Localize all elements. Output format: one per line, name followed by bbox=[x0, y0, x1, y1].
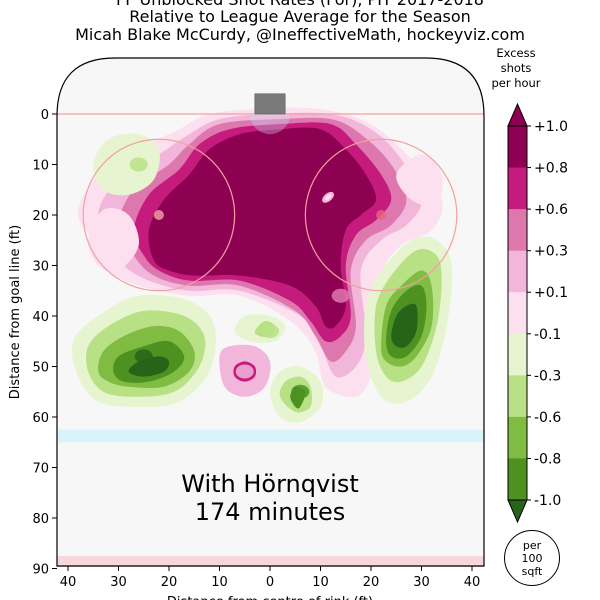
contour-region-4 bbox=[148, 127, 377, 329]
per-unit-line3: sqft bbox=[521, 564, 543, 578]
faceoff-circle-right bbox=[304, 138, 458, 292]
colorbar-tick-label-3: +0.3 bbox=[534, 244, 568, 260]
colorbar-tick-label-1: +0.8 bbox=[534, 161, 568, 177]
chart-subtitle: Relative to League Average for the Seaso… bbox=[129, 7, 471, 26]
y-tick-label-0: 0 bbox=[41, 108, 49, 123]
y-tick-label-5: 50 bbox=[32, 361, 49, 376]
colorbar-band-0 bbox=[508, 126, 527, 169]
colorbar-tick-label-9: -1.0 bbox=[534, 493, 561, 509]
colorbar-extend-bottom bbox=[507, 499, 528, 524]
hotspot-8 bbox=[261, 324, 279, 339]
chart-title: FF Unblocked Shot Rates (For), PIT 2017-… bbox=[0, 0, 600, 9]
goal-net bbox=[254, 93, 286, 115]
colorbar-tick-label-2: +0.6 bbox=[534, 202, 568, 218]
x-tick-label-0: 40 bbox=[60, 575, 77, 590]
per-unit-line1: per bbox=[522, 538, 542, 552]
colorbar-band-3 bbox=[508, 250, 527, 293]
annotation-line1: With Hörnqvist bbox=[181, 470, 359, 498]
y-tick-label-9: 90 bbox=[32, 563, 49, 578]
colorbar-frame bbox=[507, 125, 528, 501]
goal-crease bbox=[249, 114, 291, 135]
colorbar-tick-label-5: -0.1 bbox=[534, 327, 561, 343]
x-tick-label-6: 20 bbox=[363, 575, 380, 590]
rink-boards bbox=[56, 57, 485, 567]
per-area-unit-badge: per 100 sqft bbox=[504, 530, 560, 586]
hotspot-9 bbox=[129, 157, 148, 172]
colorbar-band-6 bbox=[508, 375, 527, 418]
y-axis-label: Distance from goal line (ft) bbox=[8, 225, 23, 399]
colorbar-band-2 bbox=[508, 209, 527, 252]
colorbar-band-1 bbox=[508, 167, 527, 210]
colorbar-title-line2: shots bbox=[500, 61, 532, 75]
hotspot-2 bbox=[321, 228, 340, 243]
y-tick-label-8: 80 bbox=[32, 512, 49, 527]
x-axis-label: Distance from centre of rink (ft) bbox=[167, 595, 373, 600]
y-tick-label-3: 30 bbox=[32, 260, 49, 275]
colorbar-tick-label-6: -0.3 bbox=[534, 368, 561, 384]
y-tick-label-7: 70 bbox=[32, 462, 49, 477]
hotspot-5 bbox=[392, 329, 411, 344]
hotspot-3 bbox=[331, 288, 350, 303]
colorbar-title-line3: per hour bbox=[491, 76, 541, 90]
colorbar-tick-label-8: -0.8 bbox=[534, 451, 561, 467]
x-tick-label-1: 30 bbox=[110, 575, 127, 590]
colorbar-band-4 bbox=[508, 292, 527, 335]
faceoff-dot-right bbox=[376, 210, 387, 220]
hotspot-4 bbox=[235, 364, 254, 379]
colorbar-band-5 bbox=[508, 333, 527, 376]
x-tick-label-3: 10 bbox=[211, 575, 228, 590]
contour-highlight-inner bbox=[324, 194, 332, 201]
hotspot-1 bbox=[281, 172, 300, 187]
colorbar-tick-label-0: +1.0 bbox=[534, 119, 568, 135]
contour-region-22 bbox=[93, 133, 160, 196]
faceoff-circle-left bbox=[82, 138, 236, 292]
hotspot-7 bbox=[291, 384, 310, 399]
contour-region-24 bbox=[396, 154, 443, 207]
x-tick-label-4: 0 bbox=[266, 575, 274, 590]
colorbar-title-line1: Excess bbox=[496, 46, 536, 60]
colorbar-band-8 bbox=[508, 458, 527, 501]
colorbar-tick-label-7: -0.6 bbox=[534, 410, 561, 426]
faceoff-dot-left bbox=[153, 210, 164, 220]
y-tick-label-6: 60 bbox=[32, 411, 49, 426]
contour-region-23 bbox=[88, 208, 139, 272]
chart-credit: Micah Blake McCurdy, @IneffectiveMath, h… bbox=[75, 25, 525, 44]
colorbar-band-7 bbox=[508, 416, 527, 459]
hotspot-0 bbox=[210, 208, 229, 222]
y-tick-label-2: 20 bbox=[32, 209, 49, 224]
y-tick-label-4: 40 bbox=[32, 310, 49, 325]
colorbar-tick-label-4: +0.1 bbox=[534, 285, 568, 301]
annotation-line2: 174 minutes bbox=[195, 498, 346, 526]
x-tick-label-7: 30 bbox=[413, 575, 430, 590]
x-tick-label-8: 40 bbox=[464, 575, 481, 590]
hotspot-6 bbox=[134, 349, 153, 364]
heatmap-layer bbox=[71, 107, 453, 423]
x-tick-label-2: 20 bbox=[161, 575, 178, 590]
x-tick-label-5: 10 bbox=[312, 575, 329, 590]
colorbar-extend-top bbox=[507, 102, 528, 127]
blue-line bbox=[57, 429, 484, 443]
centre-line bbox=[57, 555, 484, 567]
per-unit-line2: 100 bbox=[521, 551, 543, 565]
y-tick-label-1: 10 bbox=[32, 159, 49, 174]
